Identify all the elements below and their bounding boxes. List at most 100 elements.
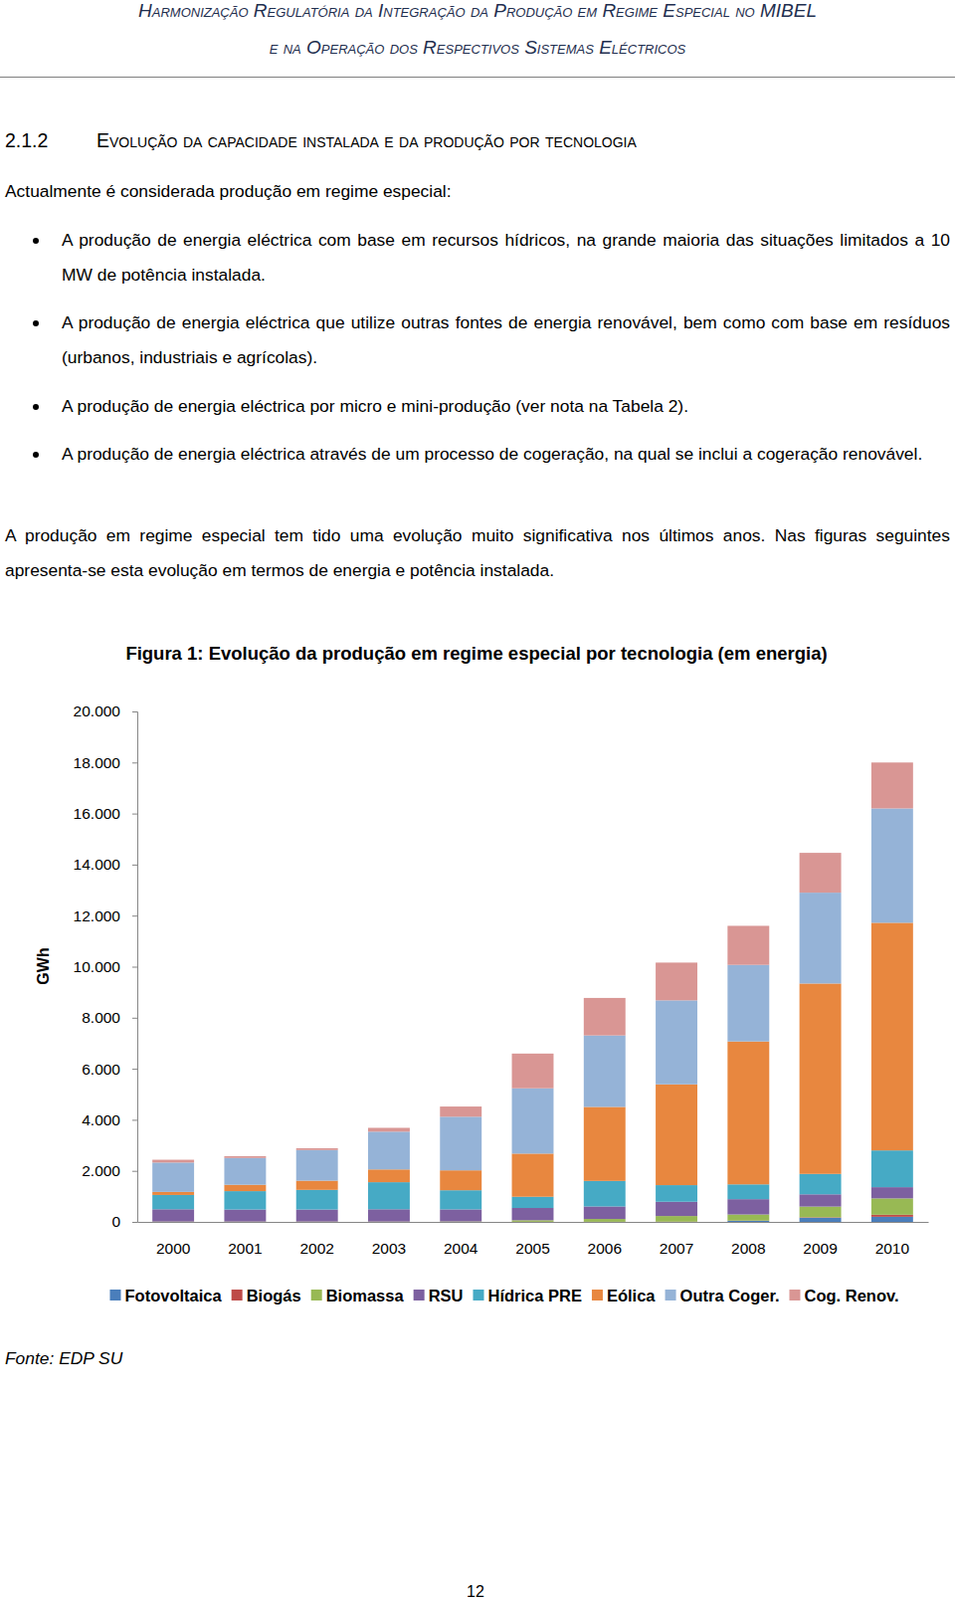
bar-segment <box>223 1157 266 1185</box>
chart-title: Figura 1: Evolução da produção em regime… <box>125 642 827 664</box>
header-line: e na Operação dos Respectivos Sistemas E… <box>0 36 955 59</box>
legend-item: RSU <box>413 1286 464 1305</box>
bullet-text: A produção de energia eléctrica com base… <box>61 222 951 293</box>
bar-segment <box>223 1184 266 1191</box>
bar-segment <box>223 1190 266 1209</box>
bar-segment <box>655 961 698 1000</box>
bar-segment <box>655 1184 698 1202</box>
bullet-dot <box>32 237 39 244</box>
bar-segment <box>871 1149 914 1187</box>
bar-segment <box>871 1197 914 1214</box>
bullet-dot <box>32 403 39 410</box>
bar-segment <box>799 982 842 1173</box>
bar-segment <box>583 997 626 1036</box>
bar-segment <box>512 1053 555 1089</box>
y-tick-mark <box>132 762 138 764</box>
bar-segment <box>152 1159 194 1163</box>
y-tick-mark <box>132 864 138 866</box>
legend-label: Biogás <box>246 1286 302 1305</box>
legend-label: Outra Coger. <box>680 1286 780 1305</box>
bar-segment <box>871 807 914 923</box>
y-tick: 14.000 <box>73 855 138 873</box>
bar-segment <box>512 1152 555 1196</box>
x-tick: 2004 <box>443 1239 479 1257</box>
legend-swatch <box>231 1289 243 1301</box>
bar-segment <box>727 925 769 964</box>
bar-segment <box>799 852 842 893</box>
bar-segment <box>152 1208 194 1221</box>
legend-swatch <box>665 1289 677 1301</box>
legend-label: Eólica <box>606 1286 656 1305</box>
bar-segment <box>368 1168 410 1182</box>
bar-segment <box>439 1116 482 1170</box>
y-tick-label: 14.000 <box>73 855 122 873</box>
legend-swatch <box>591 1289 603 1301</box>
bar-segment <box>152 1194 194 1209</box>
bar-segment <box>799 1206 842 1218</box>
bar-segment <box>727 1041 769 1185</box>
bar-segment <box>727 1198 769 1214</box>
bar-segment <box>871 1216 914 1222</box>
bar-segment <box>152 1161 194 1191</box>
x-tick-label: 2001 <box>227 1239 262 1257</box>
y-tick-mark <box>132 1017 138 1019</box>
legend-label: Cog. Renov. <box>803 1286 899 1305</box>
bar-segment <box>799 1193 842 1206</box>
section-number: 2.1.2 <box>4 127 48 154</box>
bar-segment <box>223 1209 266 1222</box>
y-tick-mark <box>132 1170 138 1172</box>
bullet-text: A produção de energia eléctrica por micr… <box>61 388 951 424</box>
series-group <box>152 1149 914 1209</box>
y-tick-mark <box>132 711 138 713</box>
y-tick: 4.000 <box>81 1111 138 1129</box>
y-tick: 2.000 <box>81 1161 138 1179</box>
bar-segment <box>871 1186 914 1198</box>
bullet-text: A produção de energia eléctrica através … <box>61 436 951 472</box>
bar-segment <box>512 1207 555 1220</box>
bar-segment <box>223 1155 266 1158</box>
x-tick: 2010 <box>875 1239 911 1257</box>
bar-segment <box>655 1215 698 1222</box>
bar-segment <box>871 922 914 1150</box>
bar-segment <box>727 964 769 1042</box>
y-tick-label: 8.000 <box>81 1008 121 1026</box>
y-tick-label: 6.000 <box>81 1060 121 1078</box>
legend-label: Hídrica PRE <box>487 1286 581 1305</box>
legend-swatch <box>472 1289 484 1301</box>
paragraph: A produção em regime especial tem tido u… <box>4 518 951 588</box>
bar-segment <box>727 1214 769 1221</box>
bullet-text: A produção de energia eléctrica que util… <box>61 305 951 376</box>
legend-item: Hídrica PRE <box>472 1286 581 1305</box>
legend-item: Biomassa <box>311 1286 405 1305</box>
y-tick: 18.000 <box>73 754 138 771</box>
bar-segment <box>368 1181 410 1209</box>
bar-segment <box>152 1191 194 1195</box>
bar-segment <box>655 1201 698 1216</box>
legend-item: Biogás <box>231 1286 302 1305</box>
bar-segment <box>296 1180 339 1190</box>
y-axis-title: GWh <box>34 947 52 984</box>
y-tick-label: 4.000 <box>81 1111 121 1129</box>
x-tick: 2009 <box>802 1239 837 1257</box>
bullet-dot <box>32 451 39 458</box>
legend-label: Biomassa <box>326 1286 405 1305</box>
y-tick: 20.000 <box>73 702 138 720</box>
x-tick-label: 2000 <box>156 1239 191 1257</box>
bar-segment <box>799 1217 842 1222</box>
bar-segment <box>296 1209 339 1222</box>
legend-item: Eólica <box>591 1286 656 1305</box>
bar-segment <box>583 1205 626 1219</box>
legend-item: Fotovoltaica <box>109 1286 222 1305</box>
bar-segment <box>799 892 842 983</box>
bar-segment <box>439 1169 482 1190</box>
header-line: Harmonização Regulatória da Integração d… <box>0 0 955 22</box>
x-tick: 2000 <box>156 1239 191 1257</box>
x-axis-line <box>138 1221 930 1223</box>
x-tick-label: 2004 <box>443 1239 479 1257</box>
series-group <box>152 922 914 1196</box>
section-title: Evolução da capacidade instalada e da pr… <box>96 127 637 154</box>
x-tick: 2007 <box>659 1239 694 1257</box>
legend-label: Fotovoltaica <box>124 1286 222 1305</box>
y-tick-label: 0 <box>111 1212 121 1230</box>
bars <box>152 762 914 1222</box>
